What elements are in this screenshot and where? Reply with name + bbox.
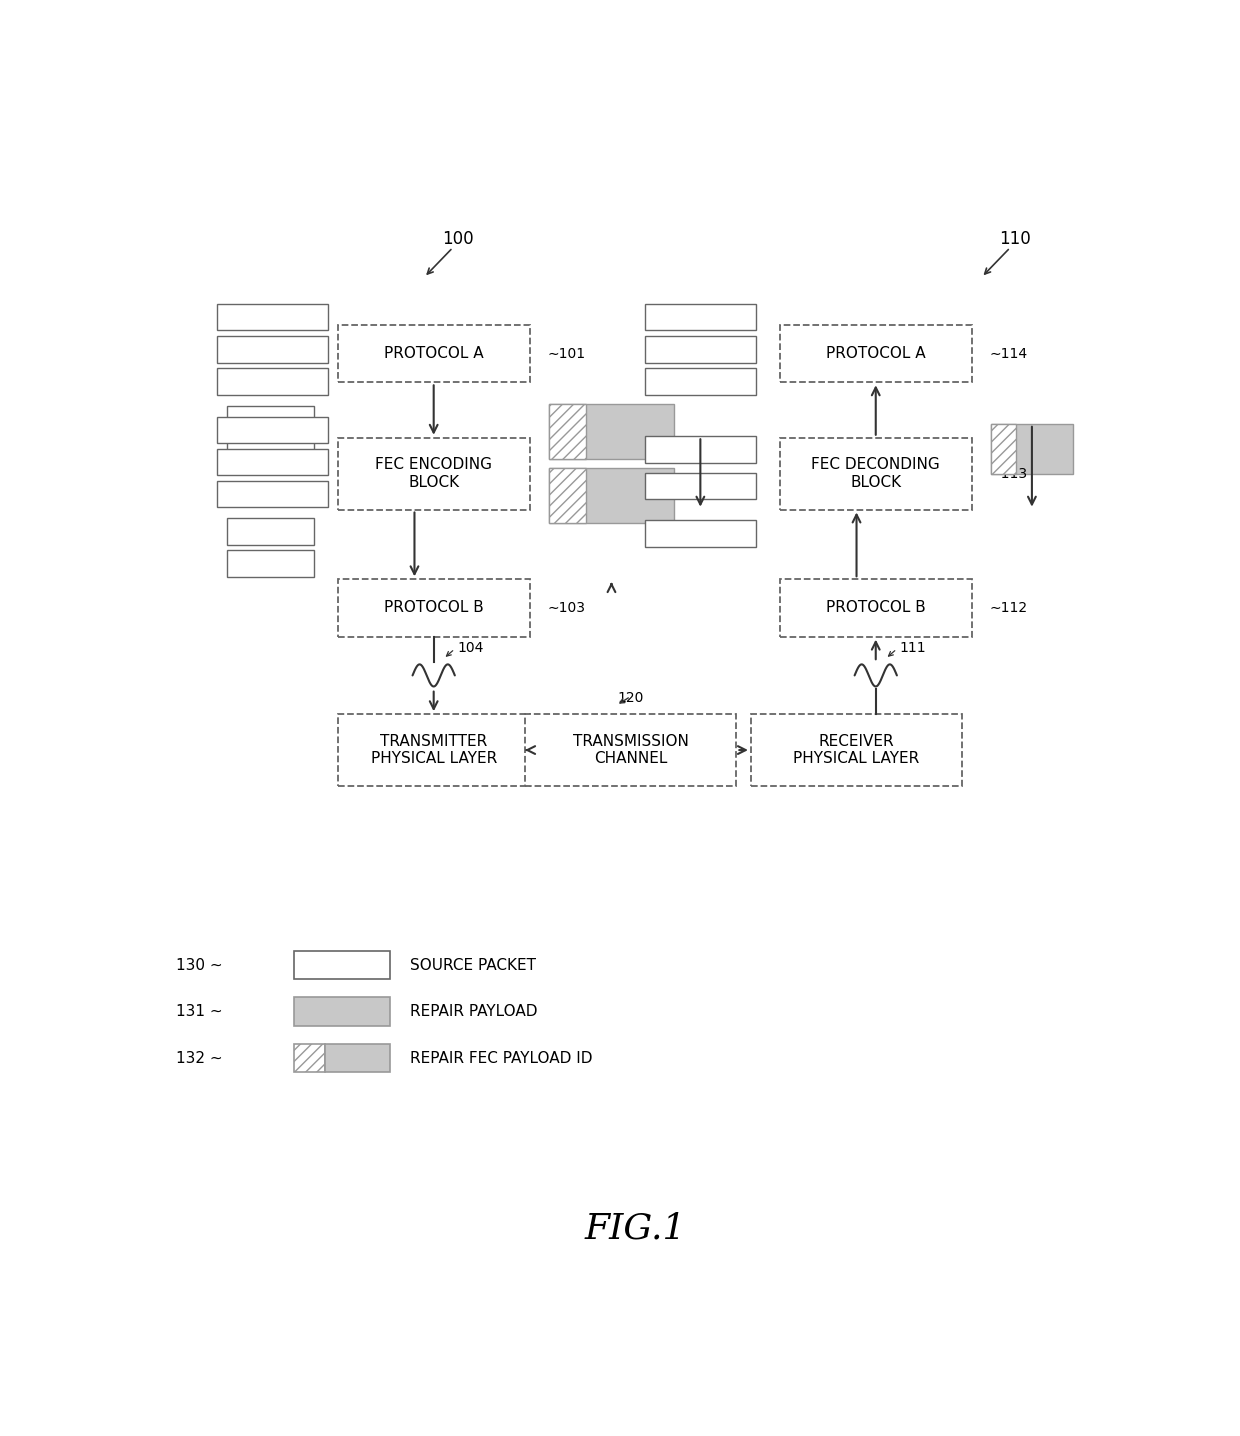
Text: PROTOCOL B: PROTOCOL B [826, 600, 925, 616]
Text: REPAIR FEC PAYLOAD ID: REPAIR FEC PAYLOAD ID [409, 1051, 593, 1066]
Text: ∼102: ∼102 [547, 467, 585, 481]
FancyBboxPatch shape [217, 336, 327, 362]
FancyBboxPatch shape [549, 404, 675, 460]
Text: FEC DECONDING
BLOCK: FEC DECONDING BLOCK [811, 458, 940, 490]
Text: SOURCE PACKET: SOURCE PACKET [409, 958, 536, 972]
FancyBboxPatch shape [751, 714, 962, 785]
FancyBboxPatch shape [294, 1044, 325, 1073]
Text: 130 ∼: 130 ∼ [176, 958, 222, 972]
Text: ∼101: ∼101 [547, 346, 585, 360]
FancyBboxPatch shape [294, 997, 391, 1025]
FancyBboxPatch shape [337, 325, 529, 382]
FancyBboxPatch shape [645, 437, 755, 462]
FancyBboxPatch shape [217, 448, 327, 475]
FancyBboxPatch shape [780, 579, 972, 636]
FancyBboxPatch shape [549, 468, 675, 523]
Text: 120: 120 [618, 691, 644, 705]
FancyBboxPatch shape [525, 714, 737, 785]
FancyBboxPatch shape [780, 325, 972, 382]
FancyBboxPatch shape [549, 404, 587, 460]
Text: 131 ∼: 131 ∼ [176, 1004, 222, 1020]
Text: REPAIR PAYLOAD: REPAIR PAYLOAD [409, 1004, 537, 1020]
Text: 110: 110 [999, 230, 1030, 247]
FancyBboxPatch shape [227, 518, 314, 544]
Text: FIG.1: FIG.1 [585, 1212, 686, 1245]
Text: ∼114: ∼114 [990, 346, 1027, 360]
FancyBboxPatch shape [217, 481, 327, 507]
FancyBboxPatch shape [325, 1044, 391, 1073]
Text: RECEIVER
PHYSICAL LAYER: RECEIVER PHYSICAL LAYER [794, 734, 920, 767]
Text: 111: 111 [900, 640, 926, 655]
Text: PROTOCOL B: PROTOCOL B [384, 600, 484, 616]
FancyBboxPatch shape [217, 416, 327, 444]
FancyBboxPatch shape [645, 520, 755, 547]
FancyBboxPatch shape [645, 336, 755, 362]
FancyBboxPatch shape [227, 550, 314, 577]
FancyBboxPatch shape [227, 405, 314, 432]
Text: ∼113: ∼113 [990, 467, 1027, 481]
Text: 132 ∼: 132 ∼ [176, 1051, 222, 1066]
Text: 100: 100 [441, 230, 474, 247]
FancyBboxPatch shape [217, 304, 327, 330]
FancyBboxPatch shape [645, 368, 755, 395]
FancyBboxPatch shape [645, 304, 755, 330]
Text: ∼112: ∼112 [990, 602, 1027, 615]
FancyBboxPatch shape [227, 438, 314, 464]
FancyBboxPatch shape [337, 438, 529, 510]
FancyBboxPatch shape [991, 424, 1073, 474]
FancyBboxPatch shape [294, 951, 391, 979]
Text: PROTOCOL A: PROTOCOL A [384, 346, 484, 362]
Text: TRANSMITTER
PHYSICAL LAYER: TRANSMITTER PHYSICAL LAYER [371, 734, 497, 767]
FancyBboxPatch shape [645, 472, 755, 500]
Text: ∼103: ∼103 [547, 602, 585, 615]
FancyBboxPatch shape [217, 368, 327, 395]
Text: TRANSMISSION
CHANNEL: TRANSMISSION CHANNEL [573, 734, 688, 767]
Text: PROTOCOL A: PROTOCOL A [826, 346, 925, 362]
FancyBboxPatch shape [337, 714, 529, 785]
FancyBboxPatch shape [337, 579, 529, 636]
Text: 104: 104 [458, 640, 484, 655]
FancyBboxPatch shape [991, 424, 1016, 474]
FancyBboxPatch shape [780, 438, 972, 510]
Text: FEC ENCODING
BLOCK: FEC ENCODING BLOCK [376, 458, 492, 490]
FancyBboxPatch shape [549, 468, 587, 523]
